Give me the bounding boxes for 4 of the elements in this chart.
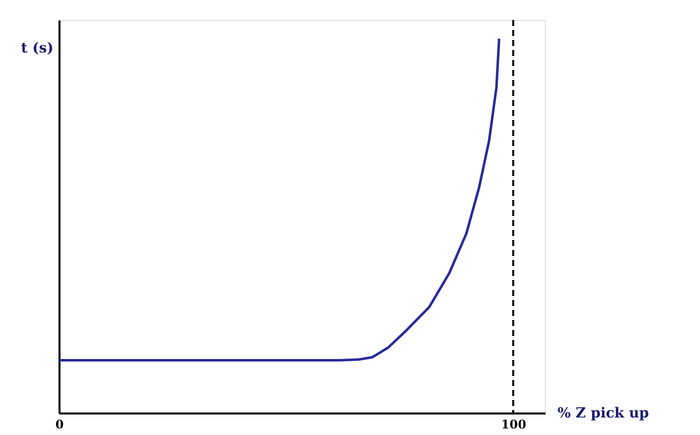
x-tick-label: 0 [55,418,64,432]
x-tick-label: 100 [501,418,526,432]
x-axis-title: % Z pick up [558,406,650,422]
y-axis-title: t (s) [21,40,54,56]
